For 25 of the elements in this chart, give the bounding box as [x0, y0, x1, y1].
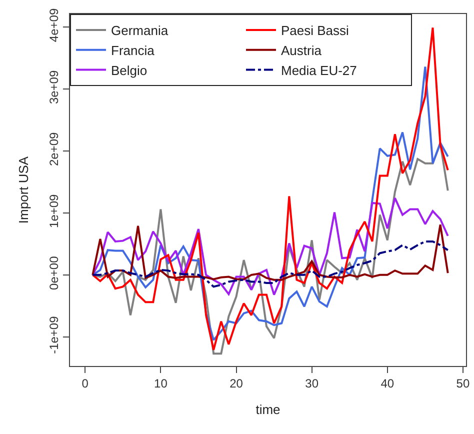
legend-label: Paesi Bassi [281, 23, 350, 38]
x-tick-label: 40 [380, 376, 394, 390]
y-tick-label: 2e+09 [47, 132, 62, 166]
legend-label: Germania [111, 23, 169, 38]
x-tick-label: 0 [82, 376, 89, 390]
x-tick-label: 30 [305, 376, 319, 390]
y-axis-title: Import USA [16, 156, 32, 224]
y-tick-label: 0e+00 [47, 256, 62, 290]
legend-label: Belgio [111, 62, 148, 78]
legend-label: Francia [111, 42, 156, 58]
y-tick-label: 1e+09 [47, 194, 62, 228]
line-series [92, 26, 449, 351]
line-series [92, 224, 449, 281]
line-series [92, 197, 449, 296]
legend-label: Austria [281, 42, 322, 58]
x-tick-label: 20 [230, 376, 244, 390]
y-tick-label: 3e+09 [47, 70, 62, 104]
x-axis-title: time [256, 402, 280, 417]
legend-label: Media EU-27 [281, 62, 357, 78]
x-tick-label: 10 [154, 376, 168, 390]
y-tick-label: 4e+09 [47, 8, 62, 42]
line-series [92, 66, 449, 341]
x-tick-label: 50 [456, 376, 470, 390]
line-series [92, 240, 449, 288]
y-tick-label: -1e+09 [47, 316, 62, 354]
